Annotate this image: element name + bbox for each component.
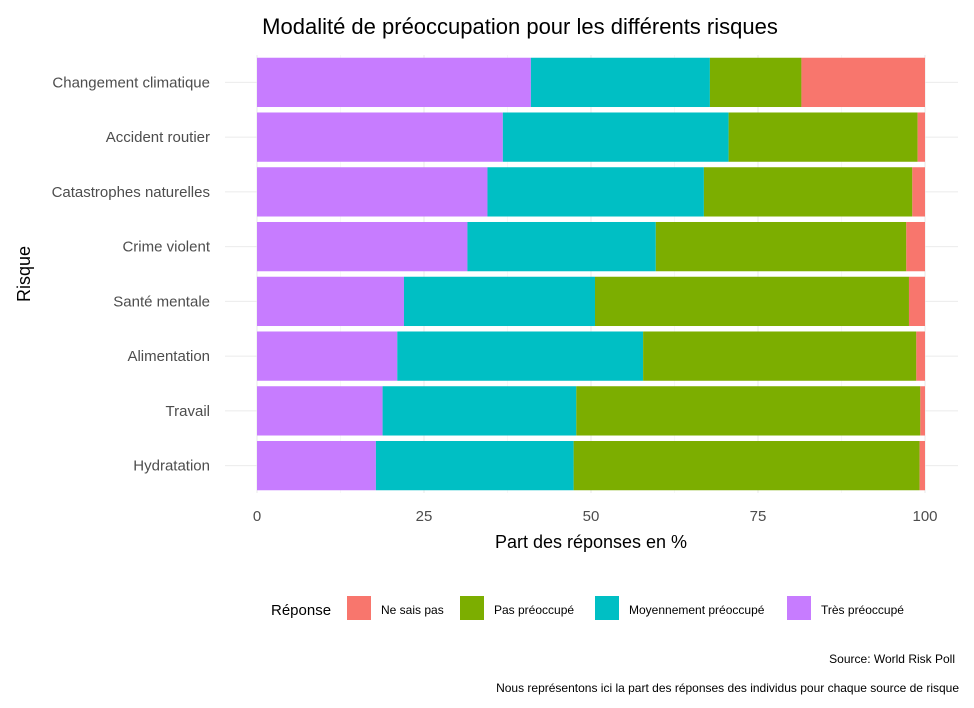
x-axis-title: Part des réponses en % — [495, 532, 687, 552]
bar-segment — [375, 440, 574, 491]
bar-segment — [257, 386, 383, 436]
legend-key — [787, 596, 811, 620]
bar-segment — [916, 331, 925, 381]
bar-segment — [576, 386, 921, 436]
y-tick-label: Accident routier — [106, 129, 210, 146]
bar-segment — [257, 331, 398, 381]
y-tick-label: Changement climatique — [52, 74, 210, 91]
legend-label: Moyennement préoccupé — [629, 603, 765, 617]
chart-title: Modalité de préoccupation pour les diffé… — [262, 14, 778, 39]
legend-key — [460, 596, 484, 620]
x-tick-label: 50 — [583, 508, 600, 525]
y-tick-label: Catastrophes naturelles — [52, 184, 210, 201]
x-tick-label: 100 — [912, 508, 937, 525]
bar-segment — [595, 276, 909, 327]
bar-segment — [467, 221, 656, 272]
bar-segment — [502, 112, 729, 162]
bar-segment — [912, 167, 925, 217]
bar-segment — [382, 386, 577, 436]
y-tick-label: Alimentation — [127, 348, 210, 365]
bar-segment — [487, 167, 704, 217]
bar-segment — [403, 276, 596, 327]
bar-segment — [573, 440, 920, 491]
y-tick-label: Crime violent — [122, 239, 210, 256]
bar-segment — [920, 386, 925, 436]
bar-segment — [906, 221, 925, 272]
bars — [257, 57, 925, 491]
legend-key — [347, 596, 371, 620]
bar-segment — [709, 57, 802, 108]
bar-segment — [257, 167, 488, 217]
bar-segment — [908, 276, 925, 327]
bar-segment — [257, 221, 468, 272]
legend-title: Réponse — [271, 602, 331, 619]
bar-segment — [643, 331, 917, 381]
bar-segment — [397, 331, 644, 381]
x-tick-label: 0 — [253, 508, 261, 525]
bar-segment — [728, 112, 918, 162]
caption-source: Source: World Risk Poll — [829, 652, 955, 666]
legend-label: Pas préoccupé — [494, 603, 574, 617]
legend: Réponse Ne sais pas Pas préoccupé Moyennem… — [271, 596, 904, 620]
bar-segment — [703, 167, 913, 217]
bar-segment — [801, 57, 925, 108]
x-tick-label: 75 — [750, 508, 767, 525]
legend-label: Ne sais pas — [381, 603, 444, 617]
y-tick-label: Travail — [166, 403, 210, 420]
bar-segment — [257, 112, 503, 162]
y-axis-title: Risque — [14, 246, 34, 302]
bar-segment — [257, 440, 376, 491]
bar-segment — [917, 112, 925, 162]
bar-segment — [919, 440, 925, 491]
legend-key — [595, 596, 619, 620]
bar-segment — [257, 57, 531, 108]
y-tick-labels: Changement climatique Accident routier Cat… — [52, 74, 211, 474]
bar-segment — [257, 276, 404, 327]
x-tick-labels: 0 25 50 75 100 — [253, 508, 938, 525]
legend-label: Très préoccupé — [821, 603, 904, 617]
caption-note: Nous représentons ici la part des répons… — [496, 681, 959, 695]
bar-segment — [530, 57, 710, 108]
bar-segment — [655, 221, 907, 272]
y-tick-label: Hydratation — [133, 458, 210, 475]
y-tick-label: Santé mentale — [113, 293, 210, 310]
x-tick-label: 25 — [416, 508, 433, 525]
